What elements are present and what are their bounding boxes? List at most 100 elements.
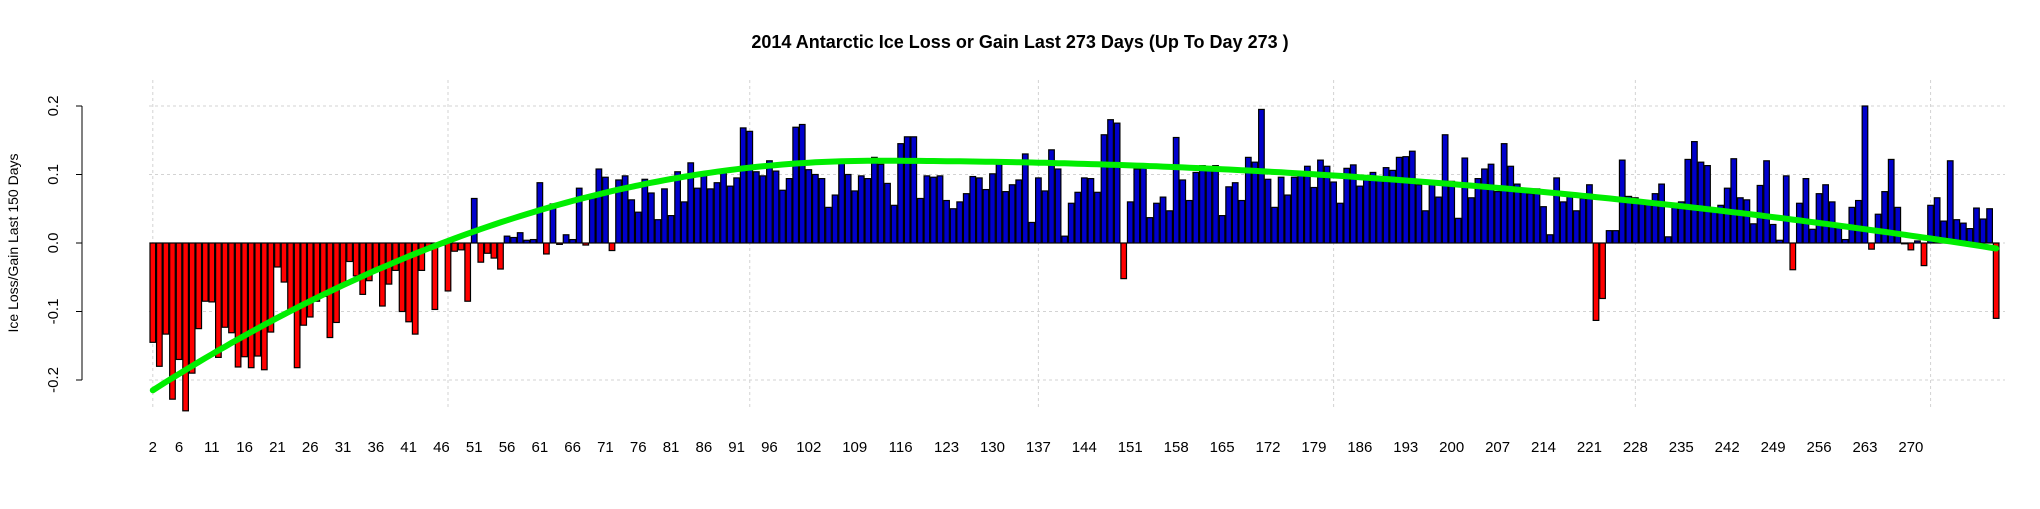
bar-day-2: [149, 242, 157, 343]
bar-day-72: [608, 242, 616, 252]
bar-day-172: [1264, 178, 1272, 244]
bar-day-206: [1487, 163, 1495, 244]
bar-day-130: [989, 173, 996, 244]
bar-day-154: [1146, 217, 1154, 244]
bar-day-199: [1441, 134, 1449, 244]
bar-day-187: [1362, 178, 1370, 244]
x-tick-label: 86: [695, 439, 712, 456]
bar-day-155: [1153, 202, 1160, 244]
bar-day-107: [838, 161, 845, 244]
bar-day-27: [313, 242, 321, 302]
x-tick-label: 31: [335, 439, 352, 456]
bar-day-276: [1946, 160, 1954, 244]
bar-day-62: [542, 242, 550, 255]
x-tick-label: 66: [564, 439, 581, 456]
bar-day-86: [700, 172, 708, 244]
bar-day-242: [1723, 187, 1731, 244]
bar-day-214: [1540, 206, 1547, 244]
bar-day-150: [1120, 242, 1128, 280]
bar-day-260: [1841, 238, 1849, 244]
bar-day-71: [602, 176, 609, 244]
bar-day-39: [392, 242, 399, 271]
bar-day-88: [713, 182, 721, 244]
x-tick-label: 137: [1026, 439, 1051, 456]
bar-day-4: [162, 242, 170, 335]
bar-day-127: [969, 175, 977, 244]
bar-day-10: [201, 242, 209, 302]
bar-day-195: [1415, 184, 1423, 244]
bar-day-13: [221, 242, 229, 328]
bar-day-115: [890, 204, 898, 244]
bar-day-270: [1907, 242, 1915, 251]
bar-day-111: [864, 178, 872, 244]
bar-day-230: [1645, 200, 1652, 244]
bar-day-255: [1809, 228, 1816, 244]
bar-day-167: [1231, 182, 1239, 244]
bar-day-81: [667, 215, 675, 244]
bar-day-268: [1894, 206, 1902, 244]
bars: [149, 105, 2000, 412]
bar-day-203: [1467, 197, 1475, 244]
bar-day-143: [1074, 191, 1082, 244]
x-tick-label: 71: [597, 439, 614, 456]
bar-day-35: [365, 242, 373, 282]
bar-day-42: [411, 242, 419, 335]
bar-day-91: [733, 177, 741, 244]
x-tick-label: 102: [796, 439, 821, 456]
bar-day-215: [1546, 234, 1554, 244]
bar-day-40: [398, 242, 406, 313]
bar-day-65: [562, 234, 570, 244]
bar-day-124: [949, 208, 957, 244]
bar-day-208: [1500, 143, 1508, 244]
bar-day-267: [1887, 158, 1895, 244]
bar-day-210: [1513, 183, 1521, 244]
bar-day-69: [588, 196, 596, 244]
trend-line: [149, 157, 2000, 394]
bar-day-21: [274, 242, 281, 268]
bar-day-168: [1238, 199, 1246, 244]
bar-day-112: [870, 156, 878, 244]
bar-day-227: [1625, 195, 1633, 244]
bar-day-225: [1612, 230, 1620, 244]
bar-day-22: [280, 242, 288, 283]
bar-day-58: [516, 232, 524, 244]
bar-day-269: [1900, 242, 1908, 245]
x-tick-label: 76: [630, 439, 647, 456]
bar-day-165: [1218, 215, 1226, 244]
bar-day-74: [621, 175, 629, 244]
bar-day-246: [1750, 223, 1757, 244]
bar-day-129: [982, 188, 990, 244]
bar-day-147: [1100, 134, 1108, 244]
bar-day-139: [1048, 149, 1055, 244]
bar-day-90: [726, 185, 734, 244]
x-tick-label: 21: [269, 439, 286, 456]
x-tick-label: 179: [1301, 439, 1326, 456]
x-tick-label: 36: [367, 439, 384, 456]
bar-day-156: [1159, 196, 1167, 244]
bar-day-37: [379, 242, 386, 307]
bar-day-180: [1317, 159, 1324, 244]
bar-day-54: [490, 242, 498, 259]
x-tick-label: 109: [842, 439, 867, 456]
bar-day-256: [1815, 193, 1823, 244]
bar-day-191: [1389, 169, 1397, 244]
bar-day-102: [805, 169, 813, 244]
bar-day-274: [1933, 197, 1941, 244]
bar-day-14: [228, 242, 235, 334]
x-axis: 2 6 11 16 21 26 31 36 41 46 51 56 61 66 71 76 81 86 91 96 10…: [149, 439, 1924, 456]
bar-day-161: [1192, 171, 1200, 244]
bar-day-126: [962, 193, 970, 244]
bar-day-57: [510, 236, 517, 244]
bar-day-7: [182, 242, 190, 412]
bar-day-219: [1572, 210, 1580, 244]
bar-day-82: [674, 171, 681, 244]
bar-day-281: [1979, 218, 1987, 244]
bar-day-103: [811, 173, 819, 244]
bar-day-243: [1730, 158, 1738, 244]
x-tick-label: 193: [1393, 439, 1418, 456]
bar-day-263: [1861, 105, 1869, 244]
bar-day-193: [1402, 156, 1410, 244]
bar-day-177: [1297, 172, 1305, 244]
x-tick-label: 256: [1807, 439, 1832, 456]
